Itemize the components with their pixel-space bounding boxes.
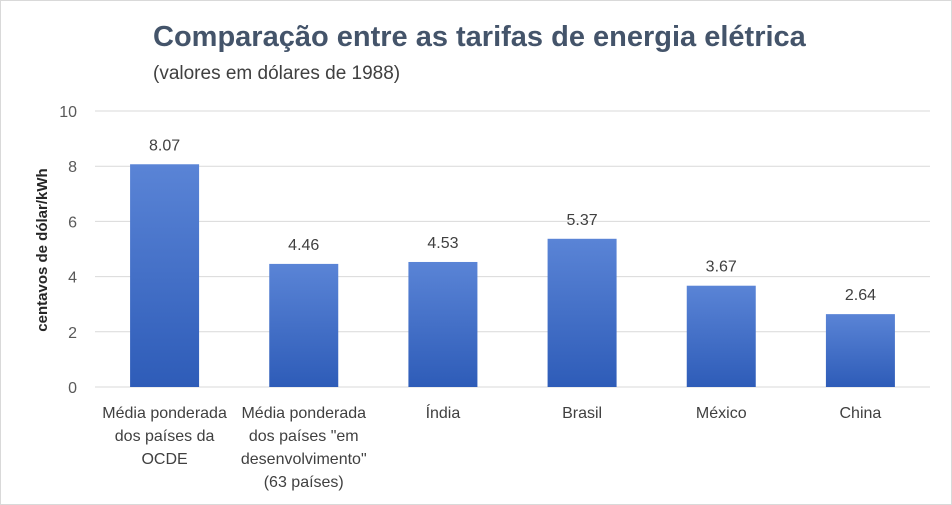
x-category-label: México [696, 405, 747, 422]
x-category-label: Índia [426, 403, 461, 422]
x-category-label: (63 países) [264, 474, 344, 491]
x-axis-categories: Média ponderada dos países da OCDE Média po… [102, 403, 881, 491]
data-label: 8.07 [149, 137, 180, 154]
bar [269, 263, 339, 387]
x-category-label: Média ponderada [241, 405, 366, 422]
data-label: 3.67 [706, 259, 737, 276]
y-tick-label: 0 [68, 380, 77, 397]
x-category-label: Brasil [562, 405, 602, 422]
x-category-label: dos países "em [249, 428, 359, 445]
bar [130, 164, 200, 387]
bar [408, 261, 478, 387]
y-axis-label: centavos de dólar/kWh [34, 168, 51, 331]
bar [825, 314, 895, 387]
chart-title: Comparação entre as tarifas de energia e… [153, 21, 806, 53]
y-tick-label: 4 [68, 270, 77, 287]
data-label: 2.64 [845, 287, 876, 304]
x-category-label: China [840, 405, 882, 422]
x-category-label: OCDE [141, 451, 187, 468]
data-label: 5.37 [567, 212, 598, 229]
data-labels: 8.07 4.46 4.53 5.37 3.67 2.64 [149, 137, 876, 304]
data-label: 4.53 [427, 235, 458, 252]
bar [547, 238, 617, 387]
x-category-label: dos países da [115, 428, 215, 445]
y-tick-label: 8 [68, 159, 77, 176]
y-tick-label: 2 [68, 325, 77, 342]
bar [686, 285, 756, 387]
gridlines [95, 110, 930, 388]
x-category-label: Média ponderada [102, 405, 227, 422]
y-tick-label: 6 [68, 214, 77, 231]
bars [130, 164, 895, 387]
y-axis-ticks: 0 2 4 6 8 10 [59, 104, 77, 397]
data-label: 4.46 [288, 237, 319, 254]
y-tick-label: 10 [59, 104, 77, 121]
chart-subtitle: (valores em dólares de 1988) [153, 63, 401, 84]
x-category-label: desenvolvimento" [241, 451, 367, 468]
